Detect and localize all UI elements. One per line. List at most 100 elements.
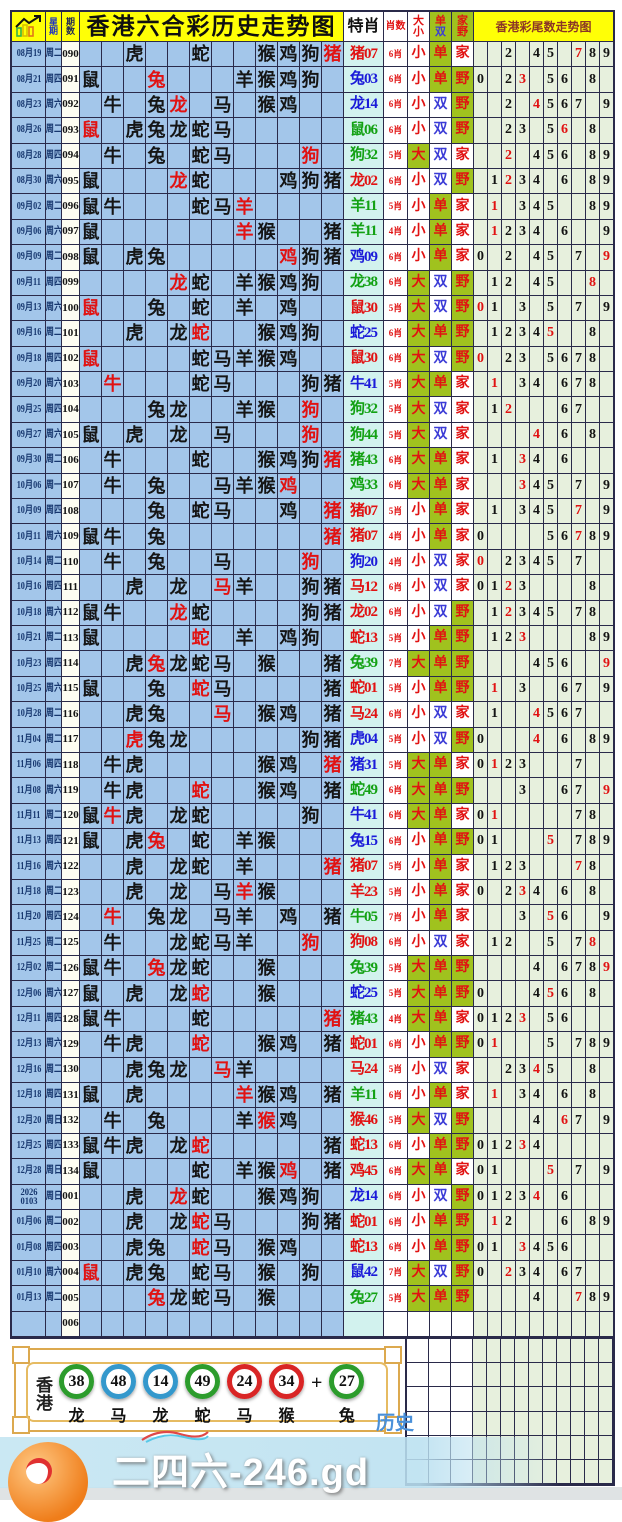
zodiac-cell bbox=[80, 905, 102, 931]
zodiac-cell: 羊 bbox=[234, 1108, 256, 1134]
tail-digit-cell bbox=[516, 1209, 530, 1236]
zodiac-cell: 猴 bbox=[256, 829, 278, 855]
tail-digit-cell bbox=[558, 270, 572, 296]
weekday-cell: 周六 bbox=[46, 524, 62, 550]
zodiac-cell bbox=[124, 372, 146, 398]
zodiac-cell: 猪 bbox=[322, 1006, 344, 1033]
table-row: 11月18 周二 123 虎龙马羊猴羊23 5肖小单家 0 2 3 4 6 8 bbox=[12, 879, 614, 906]
tail-digit-cell: 8 bbox=[586, 1057, 600, 1084]
tail-digit-cell bbox=[544, 372, 558, 398]
zodiac-cell: 猪 bbox=[322, 524, 344, 550]
zodiac-cell bbox=[212, 219, 234, 246]
tail-digit-cell: 7 bbox=[572, 829, 586, 855]
zodiac-cell bbox=[146, 778, 168, 804]
period-cell: 090 bbox=[62, 42, 80, 68]
tail-digit-cell: 1 bbox=[488, 854, 502, 880]
odd-even-cell: 双 bbox=[430, 295, 452, 322]
zodiac-cell: 狗 bbox=[300, 1209, 322, 1236]
empty-cell bbox=[407, 1411, 429, 1436]
tail-digit-cell bbox=[516, 397, 530, 423]
zodiac-count-cell: 4肖 bbox=[384, 219, 408, 246]
zodiac-cell bbox=[190, 702, 212, 728]
period-cell: 101 bbox=[62, 321, 80, 347]
tail-digit-cell bbox=[572, 727, 586, 753]
special-zodiac-cell: 蛇13 bbox=[344, 1235, 384, 1261]
table-row: 12月20 周日 132 牛兔羊猴鸡猴46 5肖大双野 4 6 7 9 bbox=[12, 1108, 614, 1134]
zodiac-cell bbox=[300, 1235, 322, 1261]
zodiac-cell bbox=[124, 346, 146, 373]
tail-digit-cell: 5 bbox=[544, 499, 558, 525]
date-cell: 08月23 bbox=[12, 92, 46, 119]
zodiac-cell: 猪 bbox=[322, 168, 344, 195]
tail-digit-cell: 4 bbox=[530, 549, 544, 576]
zodiac-cell: 龙 bbox=[168, 422, 190, 449]
odd-even-cell: 双 bbox=[430, 168, 452, 195]
odd-even-cell: 双 bbox=[430, 549, 452, 576]
weekday-cell: 周六 bbox=[46, 981, 62, 1007]
zodiac-cell bbox=[256, 727, 278, 753]
empty-tail-cell bbox=[473, 1387, 487, 1412]
lottery-balls: 38 龙 48 马 14 龙 49 蛇 24 马 34 猴 +27 兔 bbox=[59, 1364, 365, 1426]
zodiac-cell: 猴 bbox=[256, 473, 278, 500]
date-cell: 11月08 bbox=[12, 778, 46, 804]
zodiac-cell bbox=[322, 397, 344, 423]
tail-digit-cell: 6 bbox=[558, 905, 572, 931]
zodiac-cell bbox=[190, 752, 212, 779]
zodiac-cell bbox=[212, 1032, 234, 1058]
zodiac-cell bbox=[212, 981, 234, 1007]
zodiac-cell bbox=[234, 1209, 256, 1236]
period-cell: 112 bbox=[62, 600, 80, 626]
zodiac-cell bbox=[322, 92, 344, 119]
tail-digit-cell bbox=[516, 727, 530, 753]
empty-grid-row bbox=[407, 1339, 613, 1364]
tail-digit-cell bbox=[544, 219, 558, 246]
big-small-cell: 小 bbox=[408, 1057, 430, 1084]
empty-tail-cell bbox=[571, 1387, 585, 1412]
tail-digit-cell: 3 bbox=[516, 752, 530, 779]
zodiac-count-cell: 5肖 bbox=[384, 499, 408, 525]
zodiac-cell: 猴 bbox=[256, 321, 278, 347]
tail-digit-cell bbox=[516, 1286, 530, 1312]
zodiac-cell bbox=[234, 118, 256, 144]
zodiac-cell: 龙 bbox=[168, 397, 190, 423]
zodiac-cell: 虎 bbox=[124, 702, 146, 728]
zodiac-cell: 猪 bbox=[322, 42, 344, 68]
zodiac-cell bbox=[80, 397, 102, 423]
date-cell: 12月06 bbox=[12, 981, 46, 1007]
zodiac-cell bbox=[322, 981, 344, 1007]
tail-digit-cell bbox=[544, 625, 558, 652]
zodiac-cell bbox=[102, 397, 124, 423]
empty-tail-cell bbox=[543, 1363, 557, 1388]
empty-tail-cell bbox=[529, 1363, 543, 1388]
zodiac-cell bbox=[278, 524, 300, 550]
tail-digit-cell bbox=[474, 118, 488, 144]
odd-even-cell: 单 bbox=[430, 879, 452, 906]
tail-digit-cell bbox=[502, 422, 516, 449]
zodiac-cell: 兔 bbox=[146, 702, 168, 728]
weekday-cell: 周二 bbox=[46, 625, 62, 652]
tail-digit-cell: 1 bbox=[488, 499, 502, 525]
date-cell: 2026 0103 bbox=[12, 1184, 46, 1210]
tail-digit-cell: 1 bbox=[488, 1209, 502, 1236]
tail-digit-cell bbox=[572, 1235, 586, 1261]
zodiac-cell bbox=[256, 118, 278, 144]
period-cell: 098 bbox=[62, 245, 80, 271]
zodiac-cell bbox=[300, 1108, 322, 1134]
zodiac-cell: 鼠 bbox=[80, 67, 102, 93]
big-small-cell: 大 bbox=[408, 1159, 430, 1185]
zodiac-cell bbox=[190, 879, 212, 906]
tail-digit-cell bbox=[474, 143, 488, 169]
weekday-cell: 周二 bbox=[46, 42, 62, 68]
odd-even-cell: 双 bbox=[430, 143, 452, 169]
odd-even-cell: 单 bbox=[430, 1286, 452, 1312]
tail-digit-cell: 7 bbox=[572, 524, 586, 550]
period-cell: 092 bbox=[62, 92, 80, 119]
empty-tail-cell bbox=[515, 1363, 529, 1388]
zodiac-cell: 猴 bbox=[256, 1159, 278, 1185]
zodiac-cell bbox=[168, 1159, 190, 1185]
date-cell: 01月10 bbox=[12, 1260, 46, 1287]
tail-digit-cell: 4 bbox=[530, 499, 544, 525]
header-special-zodiac: 特肖 bbox=[344, 12, 384, 42]
table-row: 09月25 周四 104 兔龙羊猴狗狗32 5肖大双家 1 2 6 7 bbox=[12, 397, 614, 423]
home-wild-cell: 家 bbox=[452, 219, 474, 246]
